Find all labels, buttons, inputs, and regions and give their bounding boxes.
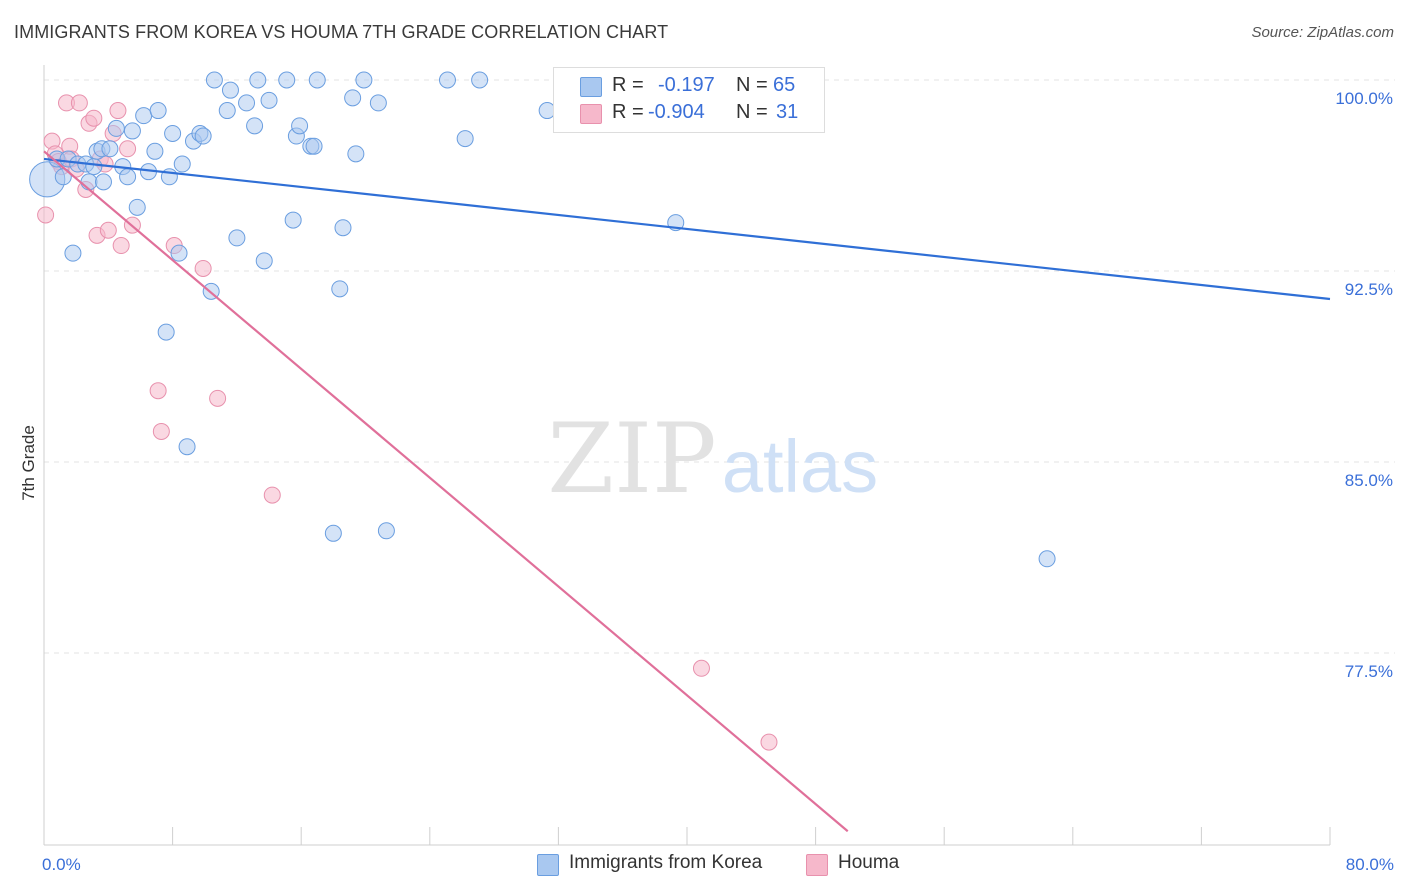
korea-point — [173, 155, 191, 173]
legend-r-value-korea: -0.197 — [658, 74, 715, 96]
houma-point — [152, 422, 170, 440]
korea-point — [101, 140, 119, 158]
korea-point — [80, 173, 98, 191]
korea-point — [305, 137, 323, 155]
legend-r-value-houma: -0.904 — [648, 101, 705, 123]
korea-point — [228, 229, 246, 247]
series-swatch-korea — [537, 854, 559, 876]
korea-point — [377, 522, 395, 540]
korea-points — [29, 71, 1056, 568]
watermark-zip: ZIP — [547, 403, 716, 515]
houma-point — [85, 109, 103, 127]
houma-point — [692, 659, 710, 677]
legend-n-label: N = — [736, 101, 768, 123]
source-credit: Source: ZipAtlas.com — [1251, 24, 1394, 41]
houma-point — [99, 221, 117, 239]
legend-n-value-houma: 31 — [776, 101, 799, 123]
legend-n-label: N = — [736, 74, 768, 96]
houma-point — [149, 382, 167, 400]
korea-point — [85, 158, 103, 176]
houma-point — [119, 140, 137, 158]
korea-point — [284, 211, 302, 229]
korea-point — [456, 130, 474, 148]
korea-point — [331, 280, 349, 298]
korea-point — [149, 102, 167, 120]
korea-point — [334, 219, 352, 237]
legend-n-value-korea: 65 — [773, 74, 796, 96]
houma-point — [109, 102, 127, 120]
x-tick-label: 0.0% — [42, 855, 81, 874]
korea-point — [205, 71, 223, 89]
korea-point — [123, 122, 141, 140]
series-label-korea: Immigrants from Korea — [569, 852, 763, 873]
series-swatch-houma — [806, 854, 828, 876]
y-tick-label: 92.5% — [1345, 280, 1393, 299]
legend-r-label: R = — [612, 101, 644, 123]
chart-title: IMMIGRANTS FROM KOREA VS HOUMA 7TH GRADE… — [14, 22, 669, 42]
houma-trend-line — [43, 150, 849, 833]
korea-point — [369, 94, 387, 112]
y-tick-label: 100.0% — [1335, 89, 1393, 108]
korea-point — [194, 127, 212, 145]
korea-point — [218, 102, 236, 120]
korea-trend-line — [43, 157, 1331, 301]
korea-point — [255, 252, 273, 270]
korea-point — [119, 168, 137, 186]
korea-point — [308, 71, 326, 89]
korea-point — [249, 71, 267, 89]
korea-point — [157, 323, 175, 341]
korea-point — [164, 124, 182, 142]
korea-point — [135, 107, 153, 125]
series-label-houma: Houma — [838, 852, 900, 873]
trend-lines — [43, 150, 1331, 833]
korea-point — [355, 71, 373, 89]
korea-point — [146, 142, 164, 160]
korea-point — [238, 94, 256, 112]
korea-point — [291, 117, 309, 135]
houma-point — [760, 733, 778, 751]
korea-point — [246, 117, 264, 135]
watermark-atlas: atlas — [722, 425, 878, 508]
y-tick-label: 85.0% — [1345, 471, 1393, 490]
korea-point — [278, 71, 296, 89]
korea-point — [64, 244, 82, 262]
korea-point — [344, 89, 362, 107]
y-axis-label: 7th Grade — [19, 425, 38, 501]
houma-point — [37, 206, 55, 224]
korea-point — [128, 198, 146, 216]
korea-point — [1038, 550, 1056, 568]
houma-point — [194, 259, 212, 277]
houma-point — [209, 389, 227, 407]
korea-point — [324, 524, 342, 542]
legend-r-label: R = — [612, 74, 644, 96]
korea-point — [170, 244, 188, 262]
korea-point — [107, 119, 125, 137]
korea-point — [260, 91, 278, 109]
houma-point — [70, 94, 88, 112]
korea-point — [471, 71, 489, 89]
korea-point — [94, 173, 112, 191]
correlation-legend: R = -0.197 N = 65 R = -0.904 N = 31 — [553, 67, 825, 133]
legend-swatch-houma — [580, 104, 602, 124]
korea-point — [347, 145, 365, 163]
korea-point — [221, 81, 239, 99]
legend-swatch-korea — [580, 77, 602, 97]
grid-lines — [44, 79, 1395, 654]
houma-point — [112, 237, 130, 255]
houma-point — [263, 486, 281, 504]
tick-labels: 100.0% 92.5% 85.0% 77.5% 0.0% 80.0% — [42, 89, 1394, 874]
y-tick-label: 77.5% — [1345, 662, 1393, 681]
korea-point — [438, 71, 456, 89]
korea-point — [178, 438, 196, 456]
x-tick-label: 80.0% — [1346, 855, 1394, 874]
